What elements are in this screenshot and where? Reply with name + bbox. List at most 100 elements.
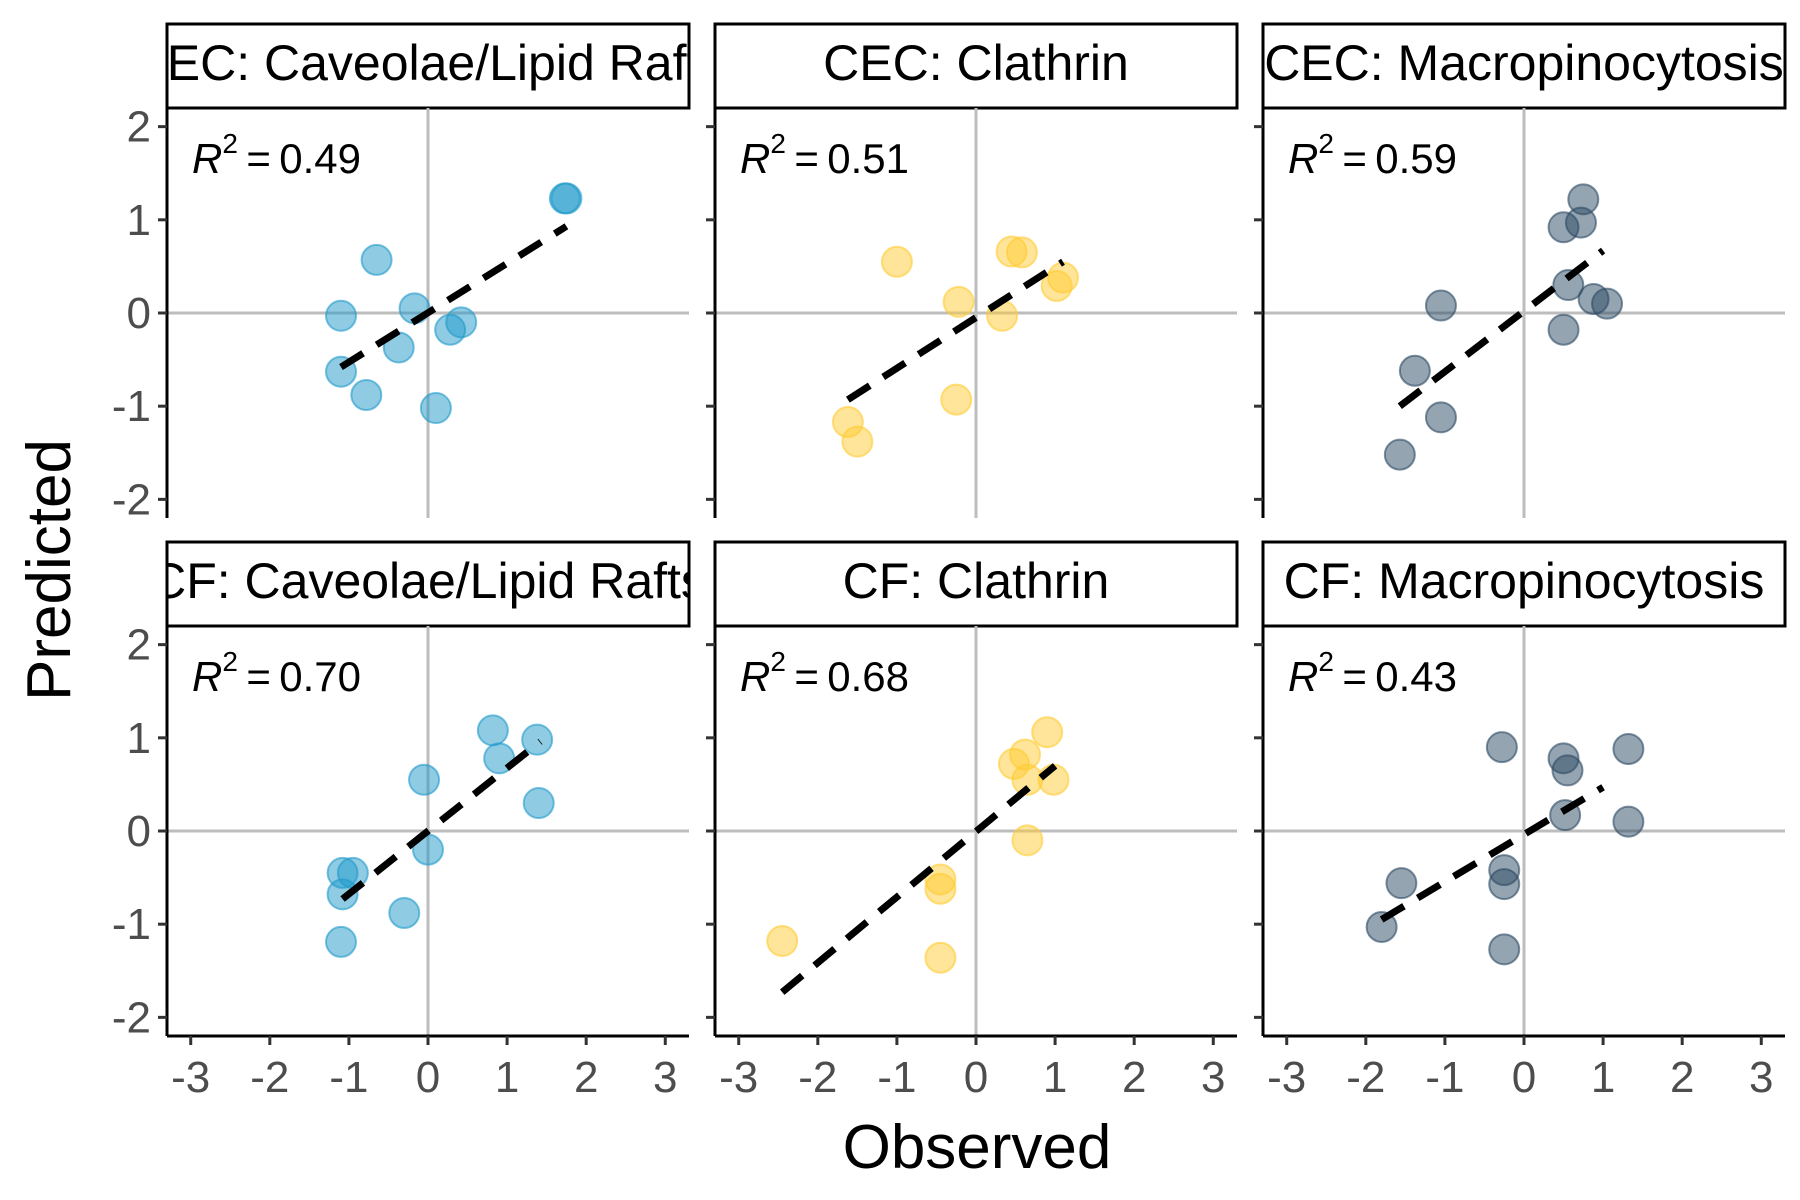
- panel-1: CEC: Caveolae/Lipid Rafts R2 = 0.49 -2 -1 0 1…: [112, 22, 726, 524]
- data-point: [325, 925, 357, 958]
- r-squared-label: R2 = 0.70: [192, 646, 361, 700]
- fit-line: [339, 223, 569, 371]
- fit-line: [845, 258, 1065, 403]
- x-tick-label: 3: [653, 1053, 677, 1102]
- data-point: [350, 379, 383, 411]
- panel-2: CEC: Clathrin R2 = 0.51: [706, 22, 1239, 518]
- x-tick-label: 2: [1670, 1053, 1694, 1102]
- data-point: [766, 924, 799, 957]
- data-point: [521, 723, 554, 756]
- data-point: [1424, 401, 1457, 434]
- data-point: [1567, 183, 1600, 216]
- x-tick-label: 2: [1122, 1053, 1146, 1102]
- r-squared-label: R2 = 0.68: [740, 646, 909, 700]
- data-point: [408, 763, 441, 796]
- data-point: [522, 787, 555, 820]
- fit-line: [1379, 784, 1605, 923]
- strip-box: [1261, 22, 1787, 110]
- y-tick-label: 1: [127, 196, 151, 245]
- x-tick-label: 3: [1749, 1053, 1773, 1102]
- x-tick-label: -1: [877, 1053, 916, 1102]
- panel-3: CEC: Macropinocytosis R2 = 0.59: [1254, 22, 1787, 518]
- data-point: [325, 299, 357, 332]
- x-tick-label: 0: [416, 1053, 440, 1102]
- y-tick-label: -1: [112, 382, 151, 431]
- data-point: [1424, 289, 1457, 322]
- data-point: [445, 306, 478, 339]
- panel-title: CEC: Caveolae/Lipid Rafts: [131, 35, 726, 91]
- y-tick-label: -2: [112, 993, 151, 1042]
- data-point: [1011, 824, 1044, 857]
- data-point: [419, 392, 452, 425]
- data-point: [1398, 354, 1431, 387]
- data-point: [360, 243, 393, 276]
- y-tick-label: 0: [127, 807, 151, 856]
- y-tick-label: -2: [112, 475, 151, 524]
- fit-line: [340, 738, 543, 902]
- x-tick-label: 3: [1201, 1053, 1225, 1102]
- panel-title: CF: Clathrin: [843, 553, 1110, 609]
- r-squared-label: R2 = 0.59: [1288, 128, 1457, 182]
- data-point: [550, 182, 583, 215]
- fit-line: [1397, 247, 1606, 409]
- data-point: [1612, 733, 1645, 765]
- data-point: [388, 897, 421, 929]
- data-point: [1547, 313, 1580, 346]
- r-squared-label: R2 = 0.43: [1288, 646, 1457, 700]
- data-point: [1365, 910, 1398, 943]
- data-point: [942, 285, 975, 318]
- x-tick-label: 0: [1512, 1053, 1536, 1102]
- data-point: [1551, 754, 1584, 787]
- r-squared-label: R2 = 0.51: [740, 128, 909, 182]
- x-tick-label: -2: [798, 1053, 837, 1102]
- strip-box: [1261, 540, 1787, 628]
- x-tick-label: 0: [964, 1053, 988, 1102]
- y-tick-label: 2: [127, 621, 151, 670]
- x-tick-label: -1: [1425, 1053, 1464, 1102]
- data-point: [1488, 868, 1521, 901]
- data-point: [1385, 867, 1418, 900]
- y-tick-label: 1: [127, 714, 151, 763]
- panel-5: CF: Clathrin R2 = 0.68 -3 -2 -1 0 1 2 3: [706, 540, 1239, 1102]
- data-point: [1488, 933, 1521, 966]
- x-tick-label: -1: [329, 1053, 368, 1102]
- panel-title: CF: Caveolae/Lipid Rafts: [150, 553, 706, 609]
- data-point: [1552, 269, 1585, 302]
- strip-box: [713, 22, 1239, 110]
- x-tick-label: -3: [719, 1053, 758, 1102]
- x-tick-label: 1: [1043, 1053, 1067, 1102]
- x-tick-label: -2: [250, 1053, 289, 1102]
- x-tick-label: 1: [495, 1053, 519, 1102]
- strip-box: [165, 540, 691, 628]
- x-tick-label: -3: [1267, 1053, 1306, 1102]
- y-tick-label: -1: [112, 900, 151, 949]
- data-point: [1047, 261, 1079, 294]
- data-point: [1485, 731, 1518, 764]
- data-point: [476, 714, 509, 747]
- data-point: [1591, 287, 1624, 320]
- panel-title: CF: Macropinocytosis: [1284, 553, 1765, 609]
- y-tick-label: 2: [127, 103, 151, 152]
- data-point: [841, 425, 874, 458]
- x-tick-label: 2: [574, 1053, 598, 1102]
- data-point: [924, 863, 957, 896]
- x-axis-title: Observed: [843, 1113, 1112, 1182]
- x-tick-label: -2: [1346, 1053, 1385, 1102]
- strip-box: [165, 22, 691, 110]
- panel-6: CF: Macropinocytosis R2 = 0.43 -3 -2 -1 0 1 2 3: [1254, 540, 1787, 1102]
- y-axis-title: Predicted: [15, 439, 84, 701]
- panel-title: CEC: Clathrin: [823, 35, 1129, 91]
- data-point: [880, 245, 913, 278]
- data-point: [1031, 716, 1064, 749]
- data-point: [940, 383, 973, 416]
- strip-box: [713, 540, 1239, 628]
- data-point: [1005, 236, 1038, 269]
- r-squared-label: R2 = 0.49: [192, 128, 361, 182]
- fit-line: [779, 763, 1058, 995]
- data-point: [1612, 805, 1645, 838]
- data-point: [924, 941, 957, 974]
- data-point: [1383, 438, 1416, 471]
- panel-4: CF: Caveolae/Lipid Rafts R2 = 0.70 -2 -1 0 1 2…: [112, 540, 706, 1102]
- x-tick-label: -3: [171, 1053, 210, 1102]
